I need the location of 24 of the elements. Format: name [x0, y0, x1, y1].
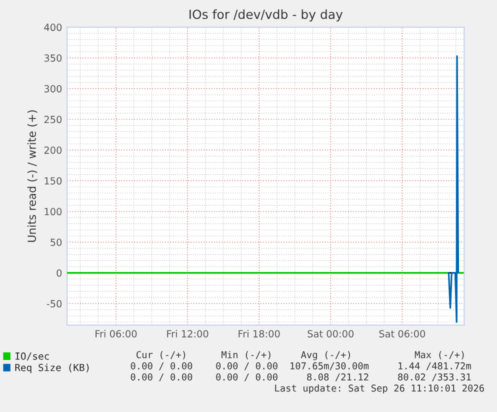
line-series [448, 55, 460, 323]
y-tick-label: 350 [44, 54, 62, 62]
y-tick-label: 400 [44, 24, 62, 32]
text: 0.00 / 0.00 0.00 / 0.00 107.65m/30.00m 1.44 /481.72m [130, 362, 471, 370]
y-tick-label: 0 [56, 269, 62, 277]
text: Cur (-/+) Min (-/+) Avg (-/+) Max (-/+) [136, 350, 464, 360]
y-tick-label: -50 [46, 300, 62, 308]
y-tick-label: 300 [44, 85, 62, 92]
x-tick-label: Sat 06:00 [379, 330, 426, 338]
x-tick-label: Fri 12:00 [167, 330, 208, 338]
y-tick-label: 200 [44, 146, 62, 154]
y-tick-label: 150 [44, 177, 62, 185]
legend-label: IO/sec [16, 352, 49, 361]
x-tick-label: Fri 06:00 [96, 330, 137, 338]
y-tick-label: 250 [44, 116, 62, 124]
chart-title: IOs for /dev/vdb - by day [190, 9, 343, 22]
y-tick-label: 100 [44, 208, 62, 216]
x-tick-label: Fri 18:00 [238, 330, 280, 338]
text: 0.00 / 0.00 0.00 / 0.00 8.08 /21.12 80.02 /353.31 [130, 373, 471, 382]
text: Last update: Sat Sep 26 11:10:01 2026 [275, 384, 484, 394]
y-tick-label: 50 [50, 238, 62, 246]
legend-label: Req Size (KB) [15, 364, 89, 374]
x-tick-label: Sat 00:00 [308, 330, 354, 338]
y-axis-title: Units read (-) / write (+) [27, 110, 38, 242]
